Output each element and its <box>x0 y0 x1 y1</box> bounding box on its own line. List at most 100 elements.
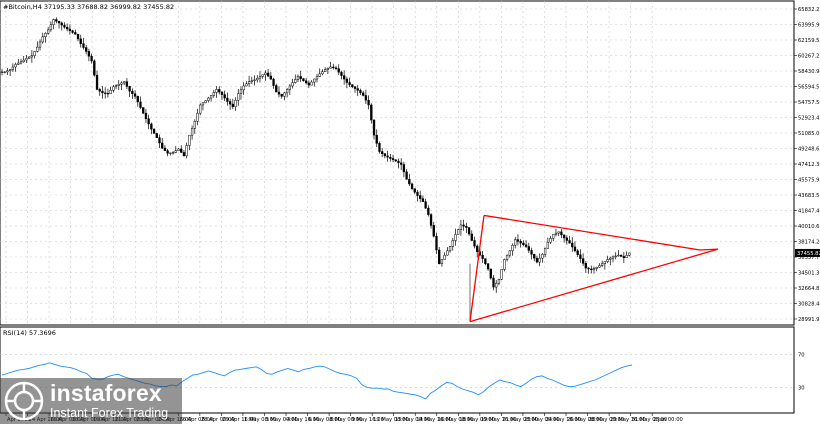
rsi-tick-label: 70 <box>798 353 805 359</box>
time-tick-label: 6 May 08:00 <box>309 417 341 423</box>
candle-body <box>163 147 167 151</box>
candle-body <box>155 133 158 139</box>
main-pane-frame <box>0 0 795 326</box>
candle-body <box>14 64 17 68</box>
candle-body <box>199 104 202 114</box>
price-tick-label: 45575.95 <box>798 178 820 184</box>
candle-body <box>592 268 596 271</box>
price-tick-label: 62159.55 <box>798 38 820 44</box>
candle-body <box>17 62 20 65</box>
candle-body <box>272 78 275 86</box>
candle-body <box>622 256 626 258</box>
rsi-axis: 70 30 <box>798 353 805 392</box>
candle-body <box>443 254 446 260</box>
candle-body <box>296 76 300 80</box>
candle-body <box>22 59 25 63</box>
candle-body <box>49 24 53 31</box>
time-tick-label: 29 May 16:00 <box>610 417 646 423</box>
candle-body <box>269 75 272 80</box>
candle-body <box>55 19 58 22</box>
candle-body <box>549 238 552 243</box>
candle-body <box>419 195 422 199</box>
candle-body <box>619 254 623 257</box>
time-tick-label: 24 May 16:00 <box>545 417 581 423</box>
candle-body <box>193 121 196 129</box>
candle-body <box>209 95 213 99</box>
candle-body <box>242 85 245 91</box>
candle-body <box>614 255 617 258</box>
price-tick-label: 34501.30 <box>798 271 820 277</box>
candle-body <box>215 89 218 93</box>
candle-body <box>74 32 77 35</box>
candle-body <box>356 88 359 91</box>
candle-body <box>231 103 234 107</box>
candle-body <box>66 27 69 30</box>
candle-body <box>457 229 460 235</box>
candle-body <box>190 128 194 136</box>
candle-body <box>196 112 199 122</box>
time-tick-label: 9 May 16:00 <box>352 417 384 423</box>
candle-body <box>131 90 134 94</box>
candle-body <box>6 70 9 73</box>
candle-body <box>503 259 506 270</box>
candle-body <box>402 164 406 173</box>
candle-body <box>152 128 156 134</box>
candle-body <box>120 82 123 85</box>
candle-body <box>299 76 302 79</box>
candle-body <box>334 67 338 69</box>
candle-body <box>313 78 316 83</box>
candle-body <box>223 94 226 99</box>
candle-body <box>315 76 319 80</box>
candle-body <box>71 30 74 33</box>
candle-body <box>590 268 593 271</box>
candle-body <box>280 93 283 97</box>
candle-body <box>524 244 528 247</box>
price-tick-label: 28991.95 <box>798 317 820 323</box>
rsi-label: RSI(14) 57.3696 <box>3 329 56 337</box>
candle-body <box>307 82 311 86</box>
candle-body <box>535 257 539 263</box>
candle-body <box>133 93 137 97</box>
time-tick-label: 13 May 00:00 <box>395 417 431 423</box>
candle-body <box>101 90 104 94</box>
candle-body <box>264 72 267 75</box>
time-tick-label: 2 Jun 00:00 <box>653 417 683 423</box>
candle-body <box>432 225 435 237</box>
candle-body <box>565 237 568 241</box>
candle-body <box>0 71 4 73</box>
candle-body <box>367 99 370 106</box>
candle-body <box>353 86 357 89</box>
candle-body <box>318 73 321 77</box>
candle-body <box>598 265 601 268</box>
candle-body <box>362 92 365 96</box>
price-tick-label: 65832.25 <box>798 7 820 13</box>
candle-body <box>552 234 555 239</box>
candle-body <box>459 224 463 230</box>
candle-body <box>429 214 433 226</box>
candle-body <box>579 254 582 259</box>
candle-body <box>514 239 517 246</box>
candle-body <box>505 254 509 260</box>
current-price-tag <box>795 248 820 257</box>
candle-body <box>372 119 376 136</box>
price-tick-label: 63995.90 <box>798 23 820 29</box>
candle-body <box>291 82 294 87</box>
candle-body <box>416 191 419 196</box>
candle-body <box>603 261 606 265</box>
candle-body <box>142 107 145 114</box>
candle-body <box>90 55 93 62</box>
candle-body <box>212 92 215 96</box>
candle-body <box>147 118 150 125</box>
candle-body <box>38 41 42 48</box>
lower-trendline <box>469 248 719 323</box>
candle-body <box>546 241 549 249</box>
price-tick-label: 32664.85 <box>798 286 820 292</box>
time-tick-label: 14 May 16:00 <box>416 417 452 423</box>
candle-body <box>95 74 99 90</box>
candle-body <box>201 102 205 106</box>
candle-body <box>421 198 425 202</box>
candle-body <box>332 66 335 69</box>
time-tick-label: 4 May 16:00 <box>287 417 319 423</box>
candle-body <box>36 46 39 52</box>
time-tick-label: 16 May 08:00 <box>438 417 474 423</box>
